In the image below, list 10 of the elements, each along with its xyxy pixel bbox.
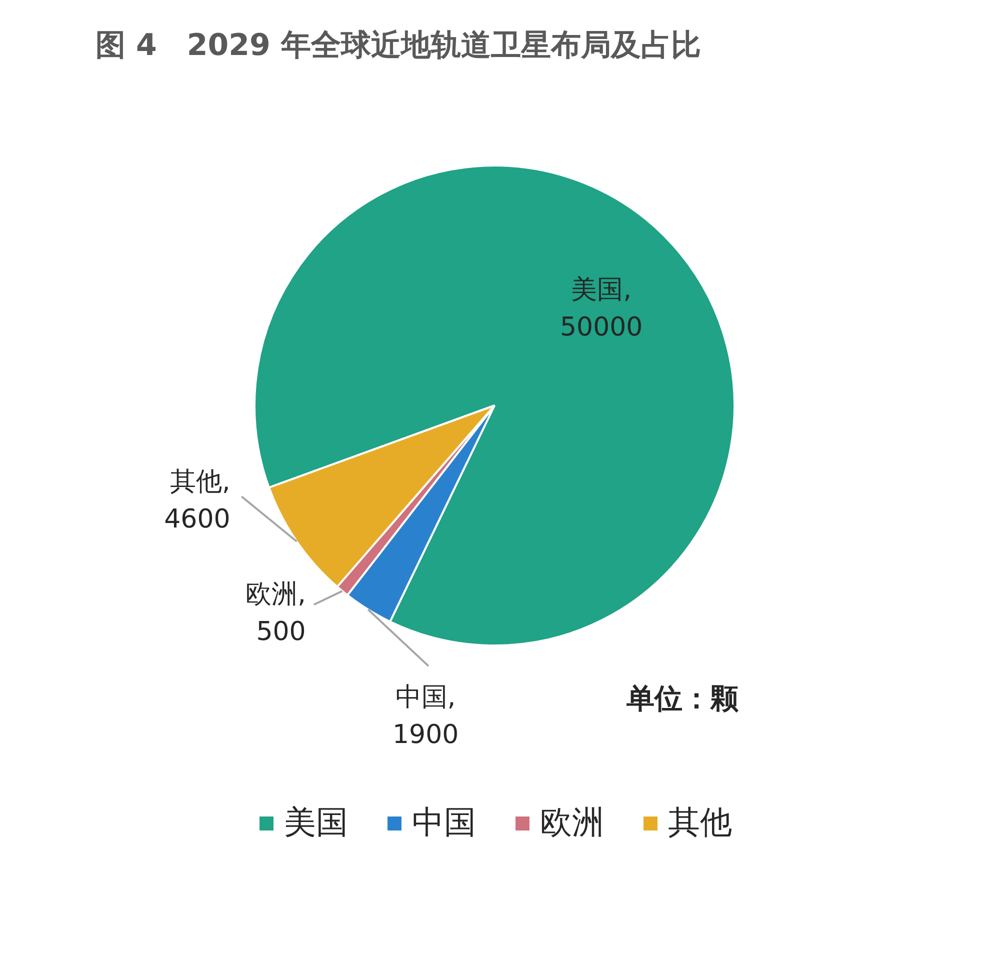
legend-label: 美国 <box>284 802 348 843</box>
text: 单位：颗 <box>626 682 740 715</box>
legend-label: 中国 <box>412 802 476 843</box>
data-label: 美国, 50000 <box>560 275 643 343</box>
legend-label: 其他 <box>668 802 732 843</box>
legend-label: 欧洲 <box>540 802 604 843</box>
data-label: 中国, 1900 <box>392 682 459 750</box>
data-label: 欧洲, 500 <box>246 580 306 648</box>
data-label: 其他, 4600 <box>164 466 230 534</box>
chart-title: 图 4 2029 年全球近地轨道卫星布局及占比 <box>96 28 701 63</box>
